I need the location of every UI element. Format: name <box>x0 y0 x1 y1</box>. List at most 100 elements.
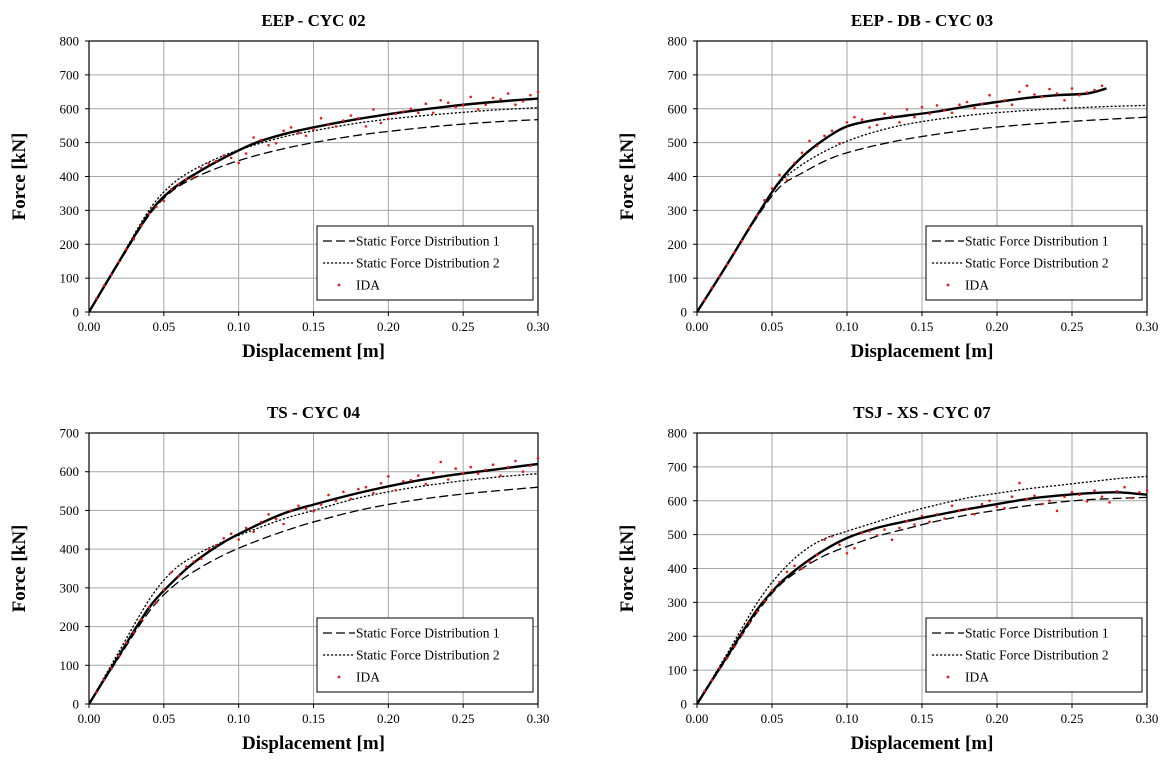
ida-point <box>297 504 300 508</box>
x-tick-label: 0.25 <box>1061 711 1084 726</box>
ida-point <box>973 106 976 110</box>
ida-point <box>1018 90 1021 94</box>
ida-point <box>898 121 901 124</box>
y-tick-label: 700 <box>668 459 688 474</box>
legend-marker-ida <box>337 675 341 679</box>
ida-point <box>125 248 128 251</box>
ida-point <box>703 298 706 302</box>
legend: Static Force Distribution 1 Static Force … <box>316 617 534 693</box>
series-line-static-force-distribution-1 <box>697 116 1147 312</box>
ida-point <box>725 657 729 660</box>
ida-point <box>147 212 151 216</box>
x-tick-label: 0.10 <box>227 711 250 726</box>
ida-point <box>1040 95 1044 99</box>
ida-point <box>446 478 450 481</box>
ida-point <box>845 552 849 555</box>
legend-item-ida: IDA <box>965 278 989 293</box>
ida-point <box>140 224 143 227</box>
ida-point <box>95 297 98 300</box>
x-tick-label: 0.25 <box>452 319 475 334</box>
x-tick-label: 0.05 <box>152 319 175 334</box>
ida-point <box>379 482 383 485</box>
ida-point <box>431 111 435 115</box>
y-tick-label: 500 <box>60 503 80 518</box>
ida-point <box>521 470 525 474</box>
ida-point <box>506 465 510 469</box>
ida-point <box>102 284 106 287</box>
ida-point <box>815 553 819 557</box>
x-tick-label: 0.20 <box>377 711 400 726</box>
ida-point <box>259 138 263 142</box>
ida-point <box>875 534 879 537</box>
ida-point <box>461 472 465 475</box>
ida-point <box>402 480 405 483</box>
x-tick-label: 0.10 <box>836 319 859 334</box>
ida-point <box>883 112 886 116</box>
ida-point <box>132 237 136 241</box>
ida-point <box>95 691 98 694</box>
x-tick-label: 0.30 <box>1136 319 1159 334</box>
ida-point <box>237 538 240 541</box>
y-tick-label: 200 <box>60 619 80 634</box>
ida-point <box>319 503 323 506</box>
ida-point <box>282 522 285 526</box>
ida-point <box>763 198 766 202</box>
ida-point <box>1093 489 1096 492</box>
ida-point <box>274 142 278 145</box>
ida-point <box>920 105 924 109</box>
ida-point <box>342 490 345 494</box>
ida-point <box>1070 491 1074 494</box>
ida-point <box>185 565 188 568</box>
ida-point <box>229 156 233 160</box>
y-tick-label: 700 <box>60 67 80 82</box>
y-tick-label: 300 <box>60 203 80 218</box>
ida-point <box>454 467 458 470</box>
ida-point <box>289 126 293 129</box>
ida-point <box>252 530 255 533</box>
ida-point <box>431 471 435 474</box>
ida-point <box>117 260 121 264</box>
ida-point <box>973 513 976 516</box>
y-tick-label: 300 <box>668 595 688 610</box>
chart-title: EEP - DB - CYC 03 <box>851 11 993 30</box>
ida-point <box>349 497 353 501</box>
ida-point <box>132 631 136 634</box>
y-tick-label: 400 <box>60 169 80 184</box>
y-tick-label: 600 <box>60 464 80 479</box>
chart-title: EEP - CYC 02 <box>261 11 365 30</box>
ida-point <box>1010 103 1014 106</box>
ida-point <box>409 107 413 111</box>
ida-point <box>1108 501 1111 504</box>
ida-point <box>499 474 502 477</box>
ida-point <box>439 99 443 102</box>
ida-point <box>349 114 353 117</box>
ida-point <box>214 544 218 547</box>
chart-panel-eep-cyc02: 0.00 0.05 0.10 0.15 0.20 0.25 0.30 0 100 200 300 40… <box>9 11 549 362</box>
chart-panel-eep-db-cyc03: 0.00 0.05 0.10 0.15 0.20 0.25 0.30 0 100 200 300 40… <box>617 11 1158 362</box>
ida-point <box>267 513 270 516</box>
ida-point <box>1115 490 1119 493</box>
ida-point <box>950 111 954 115</box>
legend-item-ida: IDA <box>356 278 380 293</box>
ida-point <box>200 557 203 561</box>
ida-point <box>1063 495 1066 499</box>
legend-item-ida: IDA <box>965 670 989 685</box>
x-tick-label: 0.15 <box>302 711 325 726</box>
ida-point <box>484 468 487 472</box>
ida-point <box>514 103 517 106</box>
ida-point <box>394 489 398 492</box>
x-tick-label: 0.30 <box>527 319 550 334</box>
ida-point <box>778 580 781 584</box>
x-tick-label: 0.20 <box>986 711 1009 726</box>
ida-point <box>1078 493 1081 497</box>
x-tick-label: 0.05 <box>152 711 175 726</box>
ida-point <box>170 188 173 191</box>
ida-point <box>372 108 375 111</box>
ida-point <box>267 144 270 147</box>
ida-point <box>1025 497 1029 501</box>
ida-point <box>259 520 263 524</box>
ida-point <box>718 667 721 670</box>
ida-point <box>965 100 969 104</box>
ida-point <box>1085 91 1089 94</box>
